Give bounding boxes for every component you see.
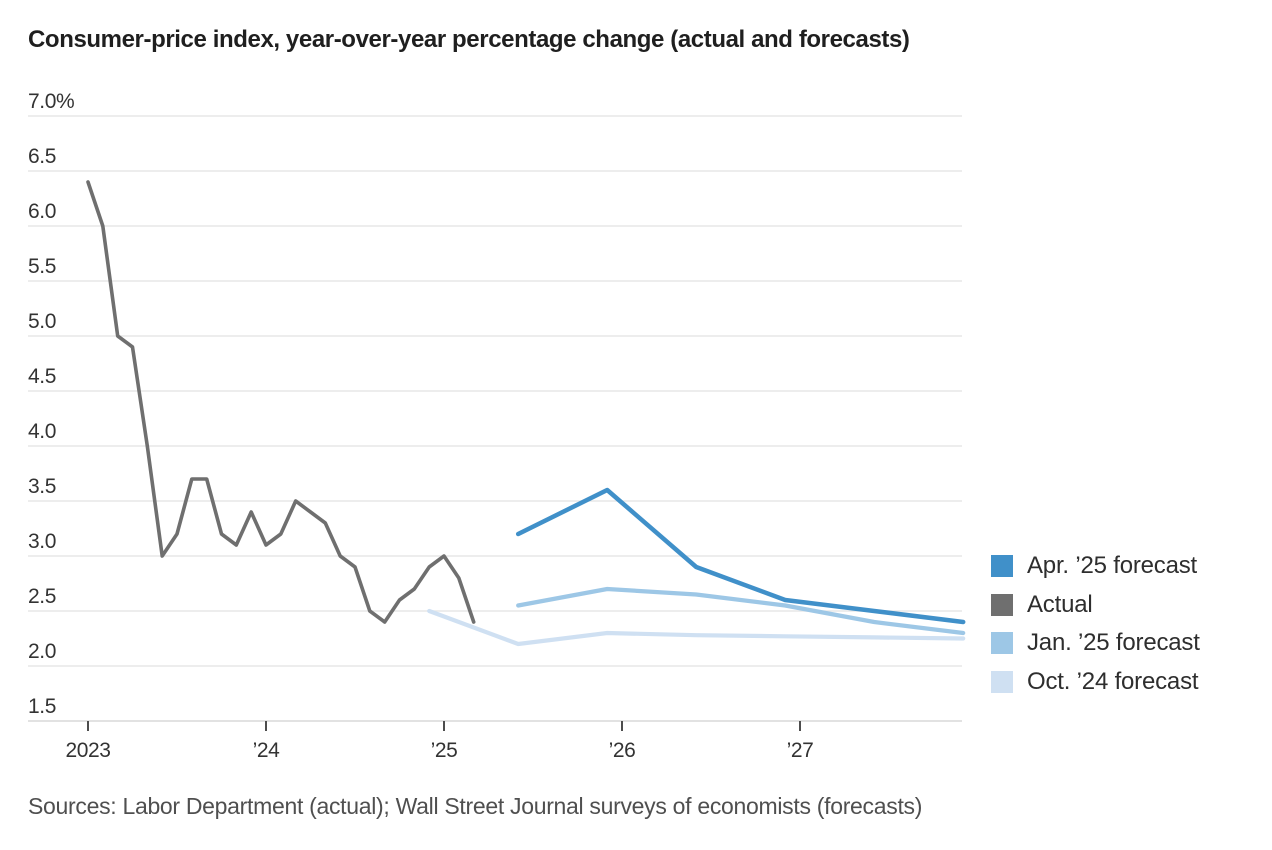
x-axis-label: ’26 bbox=[609, 739, 636, 762]
x-axis: 2023 ’24 ’25 ’26 ’27 bbox=[65, 721, 814, 762]
legend-label-actual: Actual bbox=[1027, 590, 1093, 618]
x-axis-label: ’25 bbox=[431, 739, 458, 762]
y-axis-label: 2.5 bbox=[28, 585, 56, 608]
legend-label-apr-25-forecast: Apr. ’25 forecast bbox=[1027, 552, 1198, 580]
y-axis-label: 3.5 bbox=[28, 475, 56, 498]
legend-swatch-oct-24-forecast bbox=[991, 670, 1013, 693]
y-axis-label: 1.5 bbox=[28, 695, 56, 718]
legend-item-jan-25-forecast: Jan. ’25 forecast bbox=[991, 624, 1200, 663]
x-axis-label: ’24 bbox=[253, 739, 281, 762]
series-line-actual bbox=[86, 180, 476, 624]
legend-label-oct-24-forecast: Oct. ’24 forecast bbox=[1027, 667, 1199, 695]
series-line-jan-25-forecast bbox=[516, 586, 966, 636]
legend-item-oct-24-forecast: Oct. ’24 forecast bbox=[991, 663, 1200, 702]
y-axis-label: 6.5 bbox=[28, 145, 56, 168]
y-axis-label: 6.0 bbox=[28, 200, 56, 223]
y-axis-label: 7.0% bbox=[28, 90, 74, 113]
legend-label-jan-25-forecast: Jan. ’25 forecast bbox=[1027, 629, 1200, 657]
series-lines bbox=[86, 180, 966, 647]
series-line-apr-25-forecast bbox=[515, 487, 966, 625]
y-axis-label: 2.0 bbox=[28, 640, 56, 663]
y-axis-label: 5.0 bbox=[28, 310, 56, 333]
legend: Apr. ’25 forecast Actual Jan. ’25 forecast… bbox=[991, 547, 1200, 701]
y-axis-label: 5.5 bbox=[28, 255, 56, 278]
legend-swatch-apr-25-forecast bbox=[991, 555, 1013, 578]
chart-source: Sources: Labor Department (actual); Wall… bbox=[28, 793, 923, 819]
legend-swatch-actual bbox=[991, 593, 1013, 616]
x-axis-label: 2023 bbox=[65, 739, 110, 762]
y-axis-labels: 7.0% 6.5 6.0 5.5 5.0 4.5 4.0 3.5 3.0 2.5 2.0 1.5 bbox=[28, 90, 75, 718]
chart-title: Consumer-price index, year-over-year per… bbox=[28, 26, 910, 53]
legend-swatch-jan-25-forecast bbox=[991, 632, 1013, 655]
y-axis-label: 3.0 bbox=[28, 530, 56, 553]
legend-item-actual: Actual bbox=[991, 586, 1200, 625]
legend-item-apr-25-forecast: Apr. ’25 forecast bbox=[991, 547, 1200, 586]
gridlines bbox=[28, 115, 962, 722]
y-axis-label: 4.5 bbox=[28, 365, 56, 388]
x-axis-label: ’27 bbox=[787, 739, 814, 762]
series-line-oct-24-forecast bbox=[427, 608, 966, 647]
y-axis-label: 4.0 bbox=[28, 420, 56, 443]
